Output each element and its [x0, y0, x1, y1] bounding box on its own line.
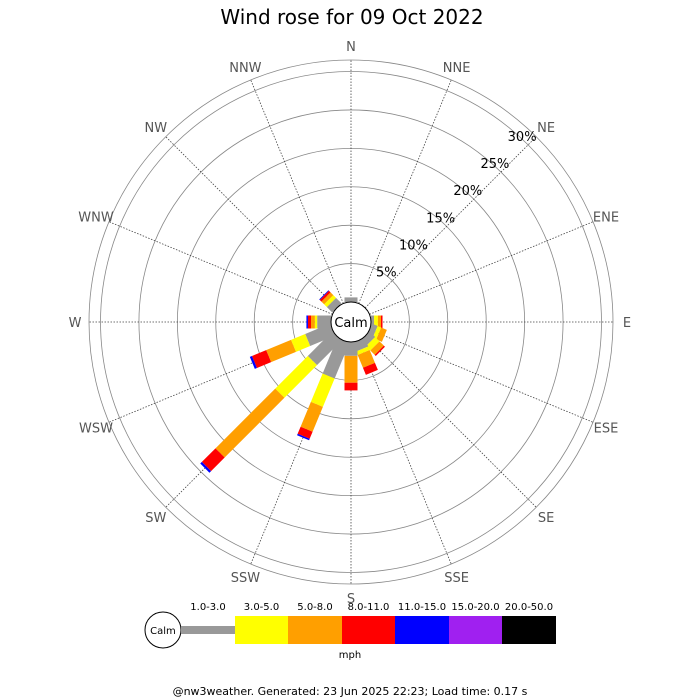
bar-sw-0 [307, 331, 342, 366]
bar-nw-3 [319, 290, 331, 302]
legend-swatch-1 [235, 616, 288, 644]
grid-ring [253, 224, 449, 420]
direction-label-n: N [346, 40, 356, 55]
bar-sse-3 [362, 362, 378, 375]
direction-label-s: S [347, 592, 355, 607]
bar-ese-1 [372, 326, 382, 340]
legend-label-4: 11.0-15.0 [398, 602, 446, 613]
outer-ring [88, 59, 614, 585]
direction-label-nnw: NNW [229, 61, 261, 76]
direction-label-ene: ENE [593, 210, 619, 225]
ring-label-15: 15% [426, 211, 455, 226]
bar-wsw-1 [291, 333, 311, 352]
legend-label-3: 8.0-11.0 [348, 602, 390, 613]
direction-label-nw: NW [145, 121, 168, 136]
footer-text: @nw3weather. Generated: 23 Jun 2025 22:2… [173, 685, 528, 698]
legend-swatch-5 [449, 616, 502, 644]
direction-label-se: SE [538, 511, 554, 526]
bar-e-3 [380, 315, 383, 329]
legend: Calm 1.0-3.0 3.0-5.0 5.0-8.0 8.0-11.0 11.0-1… [144, 602, 556, 661]
direction-label-wsw: WSW [79, 422, 113, 437]
direction-label-w: W [69, 316, 82, 331]
bar-se-1 [365, 336, 380, 351]
bar-ese-2 [376, 327, 387, 342]
spoke-sse [358, 340, 452, 565]
spoke-se [364, 335, 537, 508]
direction-label-nne: NNE [443, 61, 471, 76]
bar-sw-4 [200, 461, 212, 473]
bar-nw-4 [319, 290, 329, 300]
direction-labels: N NNE NE ENE E ESE SE SSE S SSW SW WSW W WNW NW NNW [69, 40, 632, 607]
bar-nw-0 [326, 297, 342, 313]
direction-label-sw: SW [145, 511, 166, 526]
legend-swatch-3 [342, 616, 395, 644]
spoke-nw [165, 136, 338, 309]
bar-sw-2 [215, 388, 285, 458]
legend-swatch-6 [502, 616, 556, 644]
wind-bars [200, 290, 387, 473]
bar-w-2 [311, 315, 315, 329]
direction-label-ne: NE [537, 121, 555, 136]
bar-sse-2 [357, 350, 375, 368]
direction-label-wnw: WNW [78, 210, 114, 225]
bar-n-0 [344, 297, 358, 302]
legend-label-5: 15.0-20.0 [451, 602, 499, 613]
direction-label-sse: SSE [444, 571, 469, 586]
calm-circle: Calm [330, 301, 372, 343]
legend-unit: mph [339, 650, 361, 661]
ring-label-5: 5% [376, 266, 397, 281]
legend-label-6: 20.0-50.0 [505, 602, 553, 613]
ring-labels: 5%10% 15% 20% 25% 30% [376, 130, 537, 281]
spoke-ene [369, 221, 594, 315]
grid-ring [100, 71, 602, 573]
direction-label-ssw: SSW [231, 571, 261, 586]
bar-wsw-4 [249, 355, 257, 369]
spoke-ese [369, 329, 594, 423]
bar-ssw-0 [322, 337, 350, 379]
spoke-wnw [108, 221, 333, 315]
direction-label-e: E [623, 316, 631, 331]
chart-title: Wind rose for 09 Oct 2022 [220, 5, 483, 29]
bar-nw-1 [324, 295, 337, 308]
bar-e-2 [377, 315, 381, 329]
bar-w-3 [307, 315, 312, 329]
legend-swatch-2 [288, 616, 342, 644]
bar-sw-1 [275, 355, 318, 398]
ring-label-30: 30% [508, 130, 537, 145]
bar-sw-3 [201, 448, 225, 472]
ring-label-25: 25% [480, 157, 509, 172]
legend-label-2: 5.0-8.0 [297, 602, 332, 613]
legend-swatch-0 [181, 626, 235, 634]
bar-ssw-1 [310, 373, 335, 407]
ring-label-10: 10% [399, 239, 428, 254]
direction-label-ese: ESE [594, 422, 619, 437]
bar-w-4 [306, 315, 308, 329]
calm-label: Calm [334, 316, 367, 331]
legend-swatch-4 [395, 616, 449, 644]
ring-label-20: 20% [453, 184, 482, 199]
legend-label-1: 3.0-5.0 [244, 602, 279, 613]
bar-s-3 [344, 382, 358, 391]
bar-ssw-3 [297, 426, 313, 439]
bar-w-1 [314, 315, 318, 329]
bar-wsw-2 [266, 339, 296, 363]
bar-ssw-4 [297, 433, 310, 441]
bar-w-0 [317, 315, 331, 329]
spoke-nne [358, 79, 452, 304]
bar-wsw-0 [305, 323, 336, 346]
bar-wsw-3 [251, 350, 272, 368]
bar-nw-2 [321, 292, 334, 305]
bar-se-3 [374, 345, 385, 356]
bar-s-2 [344, 355, 358, 383]
bar-ssw-2 [300, 401, 323, 432]
legend-label-0: 1.0-3.0 [190, 602, 225, 613]
spoke-nnw [250, 79, 344, 304]
bar-se-2 [370, 341, 384, 355]
legend-calm-label: Calm [150, 626, 176, 637]
spoke-ne [364, 136, 537, 309]
bar-sse-1 [356, 346, 370, 356]
